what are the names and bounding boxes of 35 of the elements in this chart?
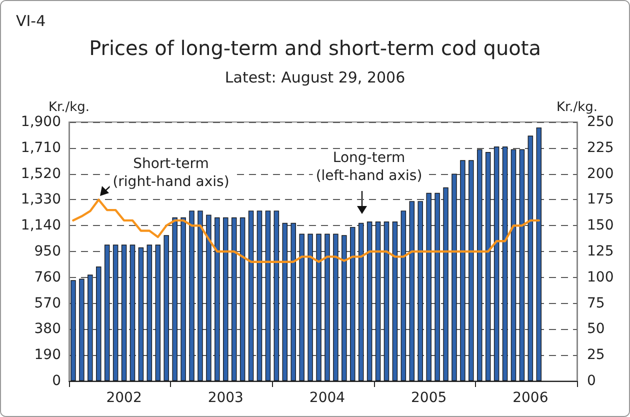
y2-tick-label: 225 — [587, 140, 614, 156]
y2-tick-label: 50 — [587, 321, 605, 338]
y-tick-label: 1,710 — [20, 140, 61, 156]
y-tick-label: 760 — [34, 269, 61, 286]
y-tick-label: 380 — [34, 321, 61, 338]
y2-tick-label: 175 — [587, 192, 614, 208]
x-tick-label: 2006 — [512, 390, 548, 406]
y2-tick-label: 125 — [587, 244, 614, 260]
y2-tick-label: 250 — [587, 114, 614, 130]
x-tick-label: 2005 — [411, 390, 447, 406]
text: VI-4 — [16, 12, 46, 30]
y2-axis-title: Kr./kg. — [556, 100, 598, 115]
chart-title: Prices of long-term and short-term cod quota — [89, 36, 541, 60]
x-tick-label: 2004 — [309, 390, 346, 406]
line-series — [72, 198, 540, 263]
y-tick-label: 1,330 — [20, 192, 61, 208]
y-tick-label: 0 — [52, 373, 61, 389]
x-tick-label: 2003 — [208, 390, 244, 406]
annotation: Long-term (left-hand axis) — [316, 150, 422, 184]
y-tick-label: 1,140 — [20, 218, 61, 234]
y-tick-label: 950 — [34, 244, 61, 260]
y2-tick-label: 25 — [587, 347, 605, 364]
y2-tick-label: 200 — [587, 166, 614, 182]
y2-tick-label: 100 — [587, 269, 614, 286]
y-tick-label: 570 — [34, 295, 61, 312]
y-tick-label: 1,900 — [20, 114, 61, 130]
y2-tick-label: 0 — [587, 373, 596, 389]
x-tick-label: 2002 — [106, 390, 142, 406]
y2-tick-label: 75 — [587, 295, 605, 312]
y-axis-title: Kr./kg. — [48, 100, 90, 115]
y-tick-label: 1,520 — [20, 166, 61, 182]
annotation: Short-term (right-hand axis) — [112, 156, 230, 190]
chart-subtitle: Latest: August 29, 2006 — [224, 68, 406, 86]
y-tick-label: 190 — [34, 347, 61, 364]
y2-tick-label: 150 — [587, 218, 614, 234]
